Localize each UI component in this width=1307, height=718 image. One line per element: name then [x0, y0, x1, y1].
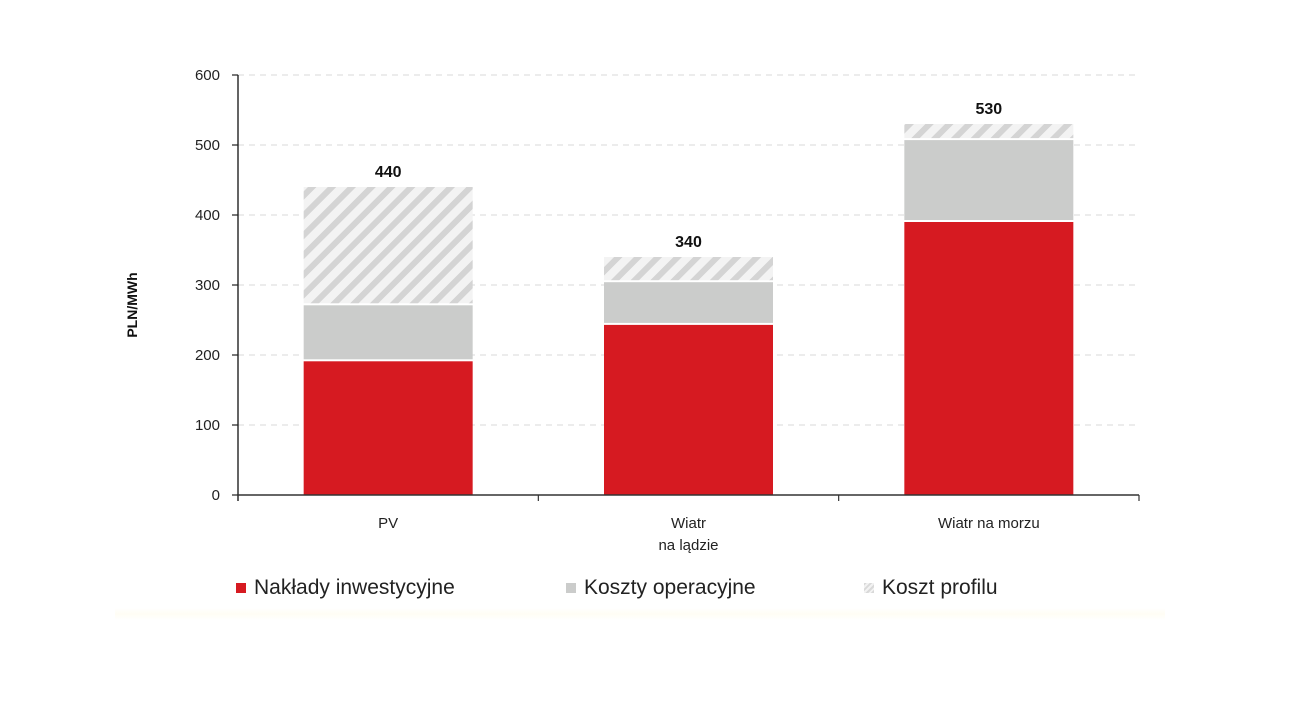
- x-tick-label: Wiatr: [671, 515, 706, 532]
- y-tick-label: 600: [195, 67, 220, 84]
- x-tick-label: PV: [378, 515, 398, 532]
- bar-segment: [604, 324, 773, 495]
- legend-label: Koszt profilu: [882, 576, 998, 599]
- y-tick-label: 300: [195, 277, 220, 294]
- total-label: 340: [675, 234, 702, 251]
- y-tick-label: 200: [195, 347, 220, 364]
- legend-label: Koszty operacyjne: [584, 576, 756, 599]
- bar-stack: 340: [604, 234, 773, 495]
- y-tick-label: 500: [195, 137, 220, 154]
- bar-segment: [604, 257, 773, 281]
- y-axis: 0 100 200 300 400 500 600: [195, 67, 239, 504]
- bar-stack: 440: [303, 164, 473, 495]
- x-axis: PV Wiatr na lądzie Wiatr na morzu: [237, 494, 1140, 554]
- legend-swatch-grey-icon: [566, 583, 576, 593]
- legend-item-profile: Koszt profilu: [864, 576, 998, 600]
- y-tick-label: 0: [212, 487, 220, 504]
- x-tick-label: na lądzie: [658, 537, 718, 554]
- legend-swatch-red-icon: [236, 583, 246, 593]
- bar-stack: 530: [904, 101, 1074, 495]
- bar-segment: [303, 187, 473, 304]
- bar-segment: [904, 222, 1074, 495]
- x-tick-label: Wiatr na morzu: [938, 515, 1040, 532]
- bar-segment: [904, 140, 1074, 220]
- legend-swatch-hatch-icon: [864, 583, 874, 593]
- bar-segment: [303, 361, 473, 495]
- legend-label: Nakłady inwestycyjne: [254, 576, 455, 599]
- total-label: 530: [975, 101, 1002, 118]
- bar-segment: [904, 124, 1074, 139]
- total-label: 440: [375, 164, 402, 181]
- bar-segment: [303, 305, 473, 360]
- y-tick-label: 100: [195, 417, 220, 434]
- legend-item-investment: Nakłady inwestycyjne: [236, 576, 455, 600]
- legend: Nakłady inwestycyjne Koszty operacyjne K…: [0, 576, 1307, 602]
- legend-item-operating: Koszty operacyjne: [566, 576, 756, 600]
- bar-segment: [604, 282, 773, 323]
- y-axis-label: PLN/MWh: [124, 272, 140, 337]
- y-tick-label: 400: [195, 207, 220, 224]
- bars: 440 340 530: [303, 101, 1074, 495]
- decorative-band: [115, 608, 1165, 620]
